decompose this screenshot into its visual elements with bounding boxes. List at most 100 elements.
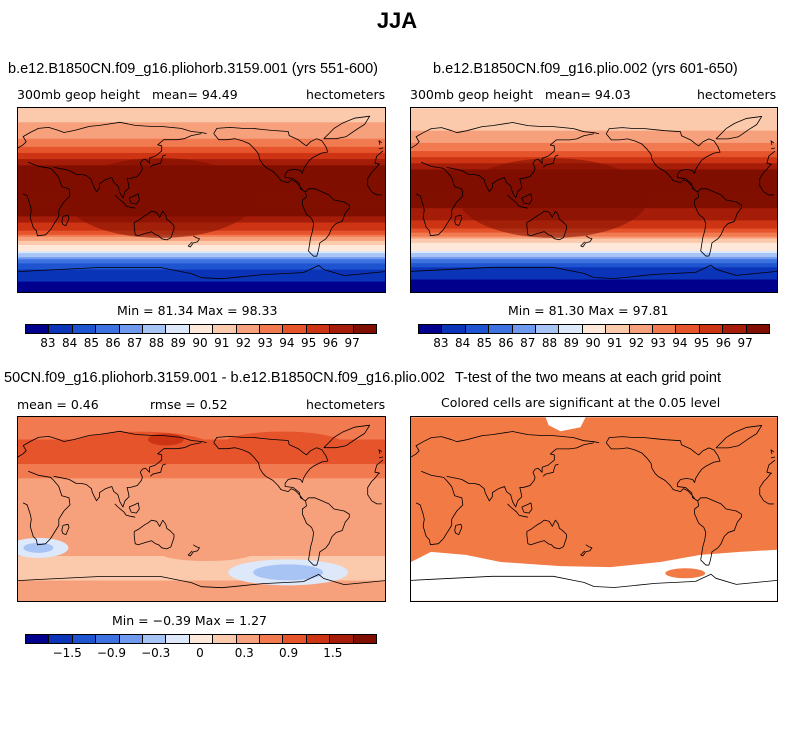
panel1-units: hectometers bbox=[306, 87, 386, 102]
panel2-colorbar-cell bbox=[559, 325, 583, 333]
panel2-band bbox=[411, 110, 777, 113]
panel3-colorbar bbox=[25, 634, 377, 644]
panel3-colorbar-labels: −1.5 −0.9 −0.3 0 0.3 0.9 1.5 bbox=[25, 646, 355, 660]
panel3-coastline-6 bbox=[133, 519, 175, 550]
panel1-band bbox=[18, 257, 385, 260]
panel1-band bbox=[18, 277, 385, 281]
panel1-colorbar-label: 96 bbox=[322, 336, 339, 350]
panel1-colorbar-label: 86 bbox=[105, 336, 121, 350]
panel1-band bbox=[18, 110, 385, 113]
panel1-band bbox=[18, 244, 385, 248]
panel3-band bbox=[18, 455, 385, 459]
panel3-colorbar-cell bbox=[213, 635, 237, 643]
panel1-colorbar-label: 84 bbox=[61, 336, 78, 350]
panel1-colorbar-cell bbox=[306, 325, 331, 333]
panel2-colorbar-cell bbox=[653, 325, 677, 333]
panel3-band bbox=[18, 527, 385, 531]
panel2-band bbox=[411, 275, 777, 279]
panel1-band bbox=[18, 114, 385, 117]
panel2-polar-min bbox=[411, 281, 777, 292]
panel2-band bbox=[411, 159, 777, 162]
panel2-band bbox=[411, 242, 777, 246]
panel3-band bbox=[18, 582, 385, 586]
panel1-coastline-12 bbox=[61, 214, 70, 226]
panel3-coastline-0 bbox=[18, 430, 384, 473]
panel2-map-svg bbox=[411, 108, 777, 292]
panel1-colorbar-cell bbox=[119, 325, 144, 333]
panel1-band bbox=[18, 236, 385, 240]
panel3-coastline-8 bbox=[213, 436, 329, 502]
panel3-band bbox=[18, 480, 385, 484]
panel3-coastline-13 bbox=[18, 574, 385, 589]
panel3-sp-high bbox=[217, 520, 258, 535]
panel3-band bbox=[18, 466, 385, 469]
panel3-band bbox=[18, 511, 385, 514]
panel1-band bbox=[18, 155, 385, 158]
panel4-map bbox=[410, 416, 778, 602]
panel1-band bbox=[18, 134, 385, 138]
panel4-coastline-11 bbox=[770, 449, 776, 459]
panel3-minmax: Min = −0.39 Max = 1.27 bbox=[112, 613, 267, 628]
panel2-band bbox=[411, 257, 777, 260]
panel3-sh-low-2-core bbox=[253, 564, 324, 581]
panel3-band bbox=[18, 588, 385, 592]
panel4-coastline-12 bbox=[454, 523, 463, 535]
panel2-colorbar-cell bbox=[536, 325, 560, 333]
panel1-coastline-5 bbox=[128, 193, 140, 205]
panel4-coastline-6 bbox=[526, 519, 567, 550]
panel2-band bbox=[411, 124, 777, 128]
panel2-band bbox=[411, 279, 777, 283]
panel3-band bbox=[18, 578, 385, 582]
panel2-band bbox=[411, 122, 777, 126]
panel3-band bbox=[18, 568, 385, 571]
panel1-band bbox=[18, 271, 385, 275]
panel4-map-svg bbox=[411, 417, 777, 601]
panel2-band bbox=[411, 269, 777, 272]
panel3-band bbox=[18, 500, 385, 504]
panel2-colorbar-cell bbox=[676, 325, 700, 333]
panel2-band bbox=[411, 142, 777, 146]
panel3-band bbox=[18, 541, 385, 545]
panel2-coastline-9 bbox=[715, 116, 763, 140]
panel1-colorbar-label: 88 bbox=[148, 336, 165, 350]
panel1-overlay bbox=[18, 157, 385, 292]
panel1-band bbox=[18, 234, 385, 238]
panel3-coastline-3 bbox=[150, 463, 166, 477]
panel2-band bbox=[411, 259, 777, 262]
panel1-band bbox=[18, 138, 385, 142]
panel2-colorbar-labels: 83 84 85 86 87 88 89 90 91 92 93 94 95 96 97 bbox=[418, 336, 756, 350]
panel2-minmax: Min = 81.30 Max = 97.81 bbox=[508, 303, 669, 318]
panel1-band bbox=[18, 265, 385, 269]
panel3-band bbox=[18, 529, 385, 533]
panel2-band bbox=[411, 246, 777, 250]
panel2-colorbar-label: 94 bbox=[672, 336, 688, 350]
panel3-coastline-9 bbox=[323, 424, 371, 449]
panel2-band bbox=[411, 140, 777, 144]
panel1-colorbar-label: 85 bbox=[83, 336, 99, 350]
panel1-polar-min bbox=[18, 281, 385, 292]
panel1-band bbox=[18, 122, 385, 125]
panel3-band bbox=[18, 572, 385, 576]
panel3-mean: mean = 0.46 bbox=[17, 397, 99, 412]
panel2-coastline-3 bbox=[542, 154, 559, 168]
panel2-colorbar-cell bbox=[582, 325, 607, 333]
panel3-band bbox=[18, 419, 385, 422]
panel2-band bbox=[411, 234, 777, 238]
panel2-coastline-13 bbox=[411, 264, 777, 279]
panel3-coastline-10 bbox=[302, 497, 350, 566]
panel1-band bbox=[18, 130, 385, 134]
panel2-band bbox=[411, 253, 777, 256]
panel1-band bbox=[18, 275, 385, 279]
panel1-colorbar-cell bbox=[96, 325, 120, 333]
panel3-band bbox=[18, 590, 385, 594]
panel3-colorbar-cell bbox=[166, 635, 190, 643]
panel3-band bbox=[18, 517, 385, 520]
panel2-colorbar-label: 83 bbox=[433, 336, 449, 350]
panel4-coastline-9 bbox=[715, 425, 763, 449]
panel2-band bbox=[411, 120, 777, 124]
panel1-band bbox=[18, 157, 385, 160]
panel2-band bbox=[411, 138, 777, 142]
panel1-band bbox=[18, 249, 385, 252]
panel2-coastline-12 bbox=[454, 214, 463, 226]
panel3-colorbar-label: 0.3 bbox=[234, 646, 254, 660]
